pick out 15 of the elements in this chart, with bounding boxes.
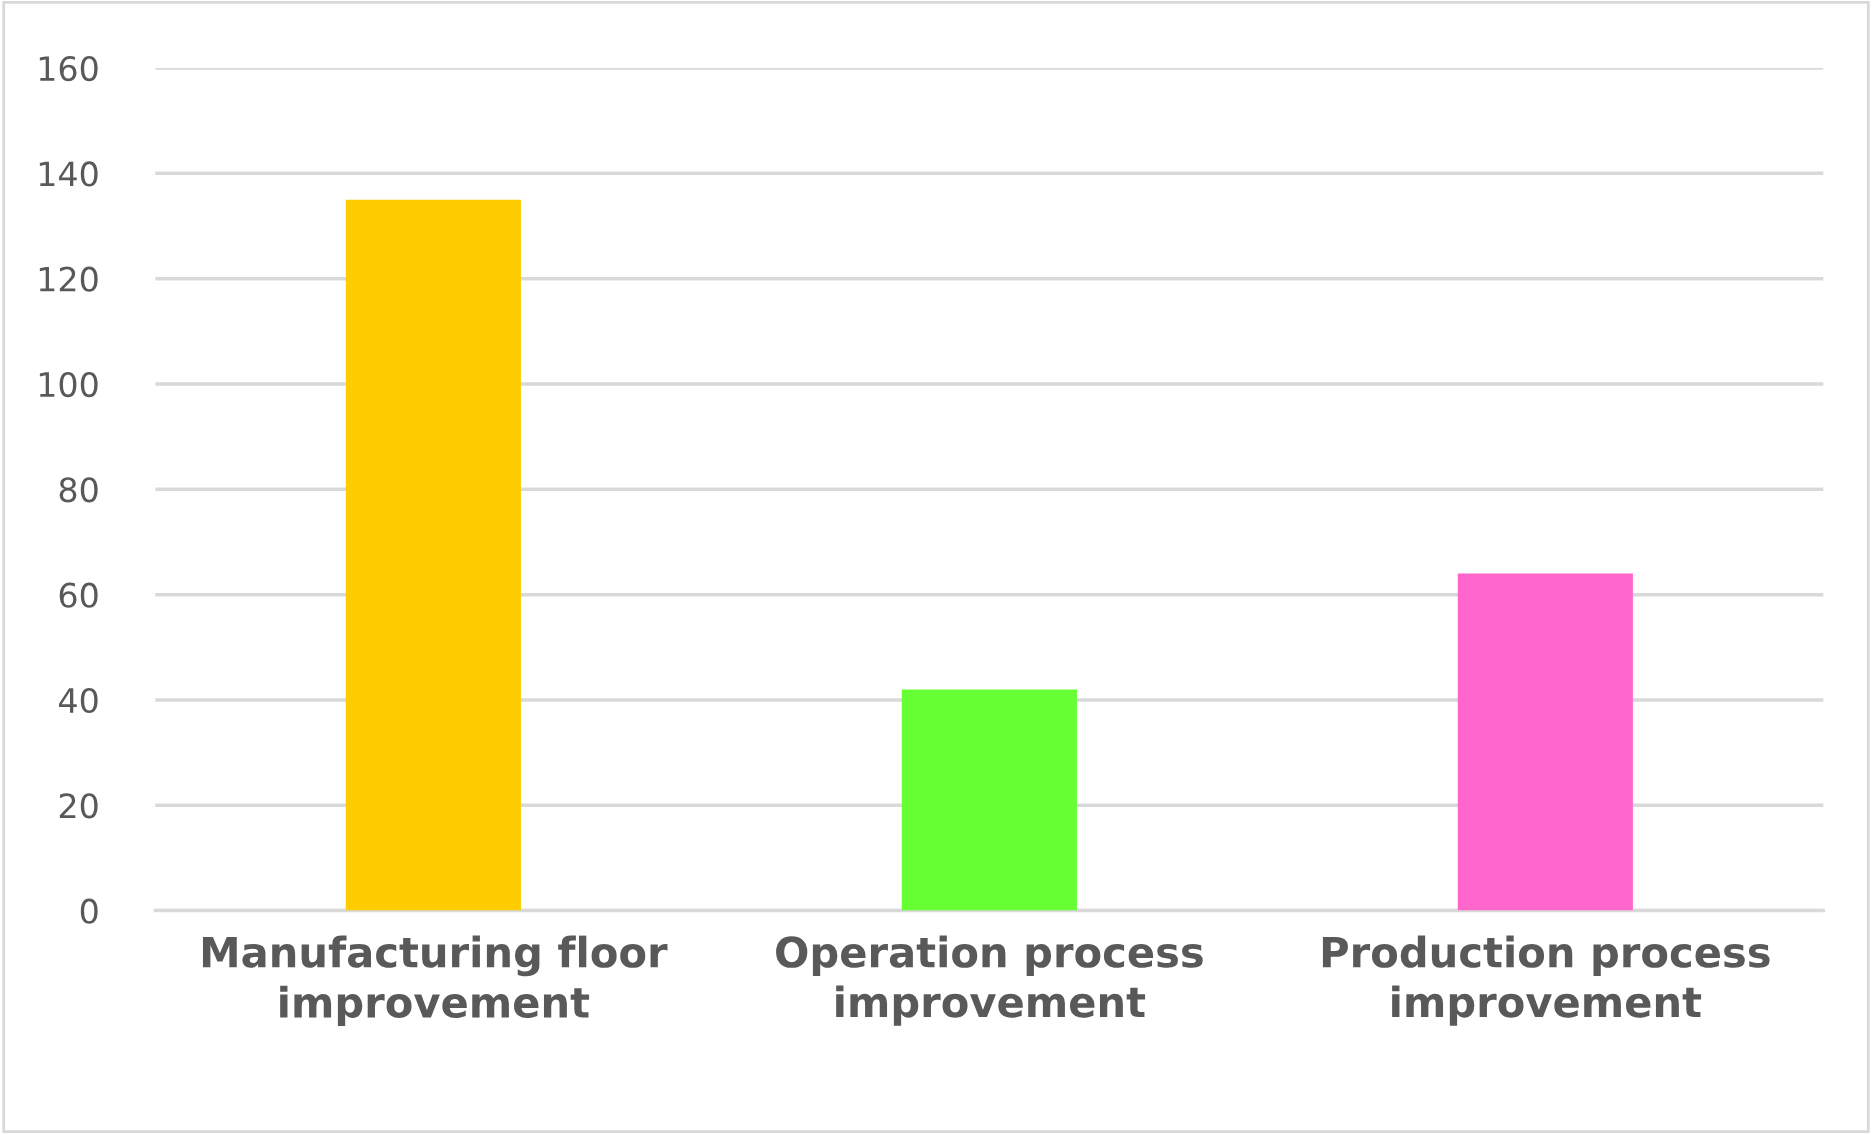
y-tick-label: 100 xyxy=(39,371,98,398)
y-tick-label: 120 xyxy=(39,266,98,292)
y-tick-label: 60 xyxy=(59,582,98,608)
bar xyxy=(345,199,521,911)
x-tick-label: Operation process improvement xyxy=(776,935,1203,1026)
y-tick-label: 0 xyxy=(80,898,98,924)
y-tick-label: 80 xyxy=(59,477,98,503)
y-tick-label: 20 xyxy=(59,793,98,819)
x-tick-label: Production process improvement xyxy=(1322,935,1770,1026)
x-tick-label: Manufacturing floor improvement xyxy=(202,935,668,1027)
y-tick-label: 140 xyxy=(39,161,98,187)
y-tick-label: 40 xyxy=(59,687,98,714)
bar xyxy=(901,689,1077,911)
bar xyxy=(1457,573,1633,911)
y-tick-label: 160 xyxy=(39,55,98,82)
